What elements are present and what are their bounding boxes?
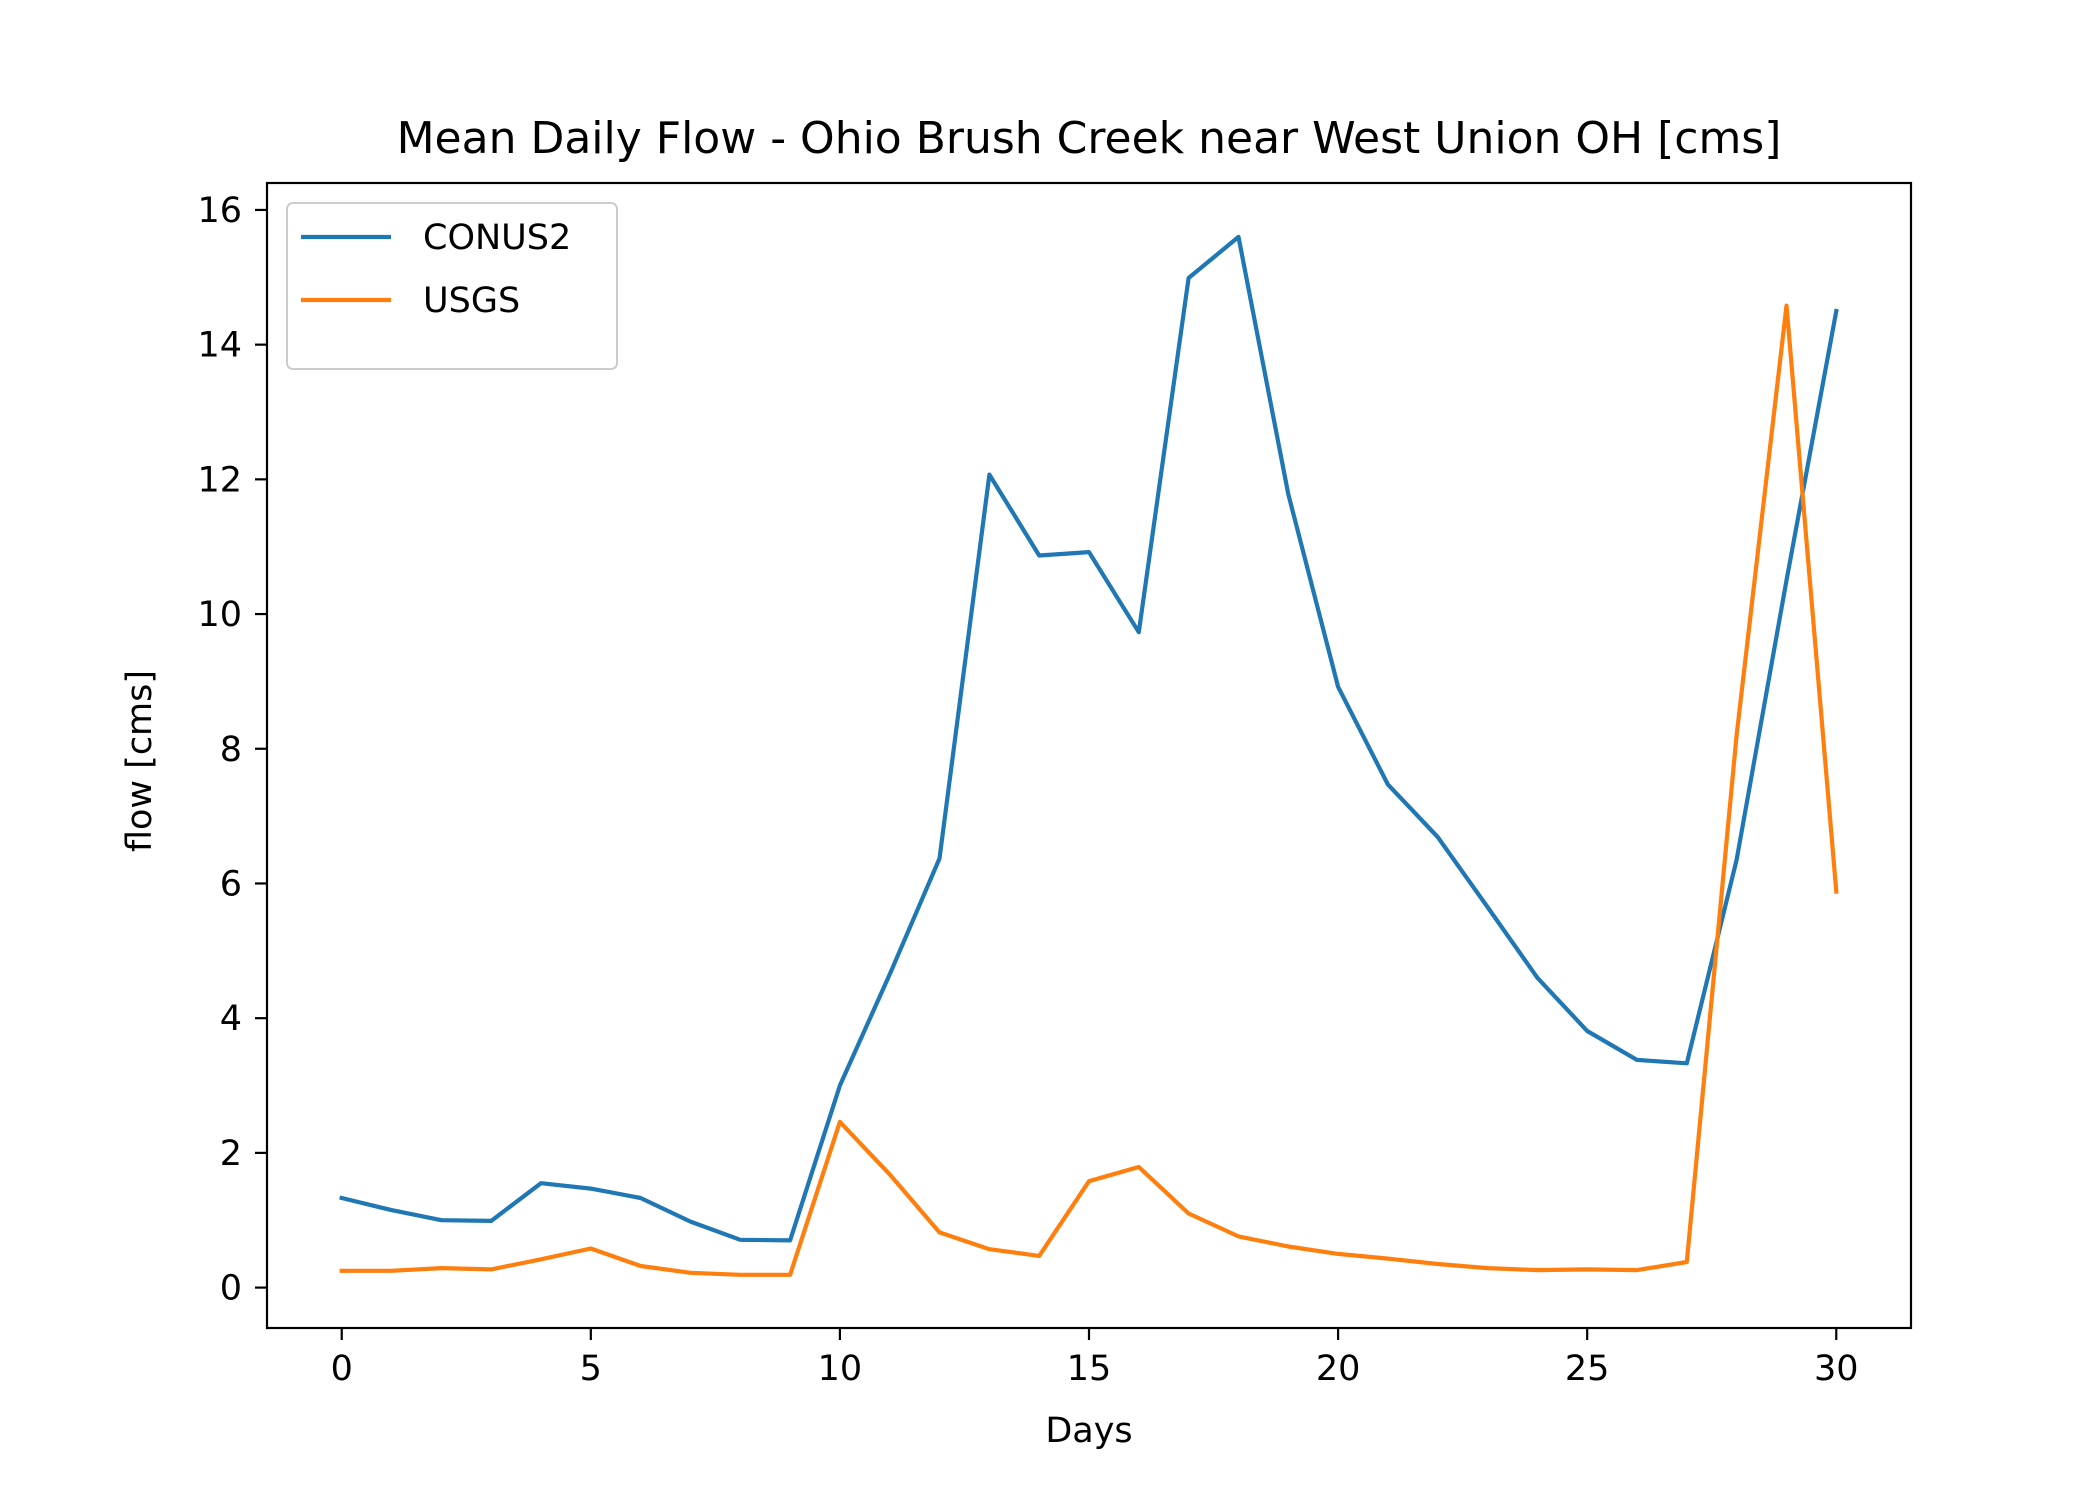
legend-label-usgs: USGS <box>423 281 520 321</box>
x-tick-label: 10 <box>818 1349 863 1389</box>
series-line-usgs <box>339 303 1839 1277</box>
x-tick-label: 25 <box>1565 1349 1610 1389</box>
series-line-conus2 <box>339 234 1839 1243</box>
plot-area: 0 5 10 15 20 25 30 0 2 4 6 8 10 12 14 16 <box>197 181 1913 1389</box>
x-axis-label: Days <box>1045 1411 1132 1451</box>
legend-label-conus2: CONUS2 <box>423 218 571 258</box>
x-tick-label: 15 <box>1067 1349 1112 1389</box>
x-tick-label: 30 <box>1814 1349 1859 1389</box>
legend: CONUS2 USGS <box>286 202 618 370</box>
y-tick-label: 12 <box>197 460 242 500</box>
y-tick-label: 16 <box>197 191 242 231</box>
y-axis-label: flow [cms] <box>120 670 160 852</box>
y-tick-label: 14 <box>197 326 242 366</box>
y-tick-label: 4 <box>220 999 242 1039</box>
y-tick-label: 6 <box>220 864 242 904</box>
y-tick-label: 8 <box>220 730 242 770</box>
chart-title: Mean Daily Flow - Ohio Brush Creek near … <box>397 113 1782 164</box>
legend-box <box>286 202 618 370</box>
x-tick-label: 5 <box>580 1349 602 1389</box>
x-tick-label: 0 <box>331 1349 353 1389</box>
y-tick-label: 10 <box>197 595 242 635</box>
x-tick-label: 20 <box>1316 1349 1361 1389</box>
y-tick-label: 2 <box>220 1134 242 1174</box>
y-tick-label: 0 <box>220 1269 242 1309</box>
